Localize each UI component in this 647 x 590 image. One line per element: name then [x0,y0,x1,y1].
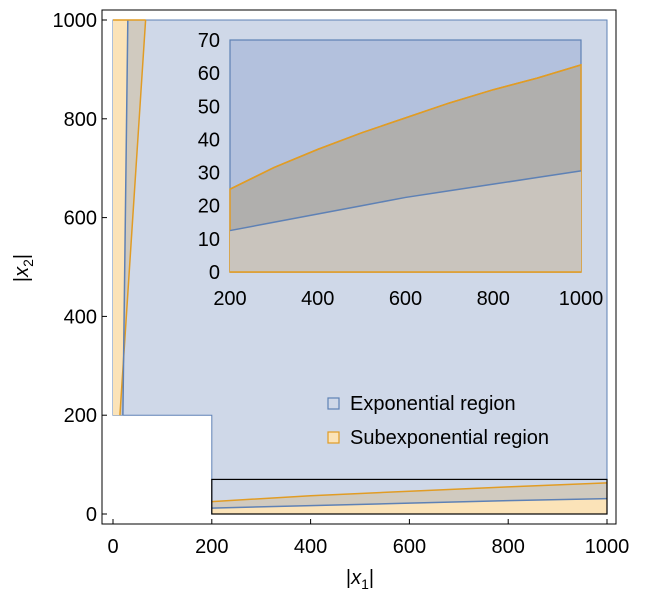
inset-y-tick-label: 60 [198,63,220,85]
y-axis-label: |x2| [11,254,36,282]
inset-subexponential-boundary [229,64,582,190]
inset-y-tick-label: 30 [198,163,220,185]
inset-x-tick-label: 800 [477,288,510,310]
y-tick-label: 0 [86,504,97,526]
y-tick-label: 200 [64,405,97,427]
inset-y-tick-label: 0 [209,262,220,284]
inset-below-exponential-area [230,170,581,272]
x-tick-label: 0 [107,536,118,558]
inset-region-marker [211,478,608,515]
inset-y-tick-label: 10 [198,229,220,251]
x-tick-label: 200 [195,536,228,558]
inset-x-tick-label: 600 [389,288,422,310]
x-axis-label: |x1| [346,567,374,590]
legend-label: Exponential region [350,393,516,415]
exponential-boundary-vertical [122,19,129,416]
inset-y-tick-label: 50 [198,96,220,118]
overlap-band-horizontal [211,482,608,509]
y-tick-label: 800 [64,109,97,131]
legend-label: Subexponential region [350,427,549,449]
x-tick-label: 600 [393,536,426,558]
x-tick-label: 1000 [585,536,630,558]
inset-y-tick-label: 70 [198,30,220,52]
x-tick-label: 400 [294,536,327,558]
legend-swatch [327,397,340,410]
subexponential-boundary-horizontal [211,482,608,503]
inset-y-tick-label: 20 [198,196,220,218]
y-tick-label: 400 [64,306,97,328]
inset-x-tick-label: 200 [213,288,246,310]
legend-swatch [327,431,340,444]
y-tick-label: 600 [64,208,97,230]
x-tick-label: 800 [492,536,525,558]
y-tick-label: 1000 [53,10,98,32]
plot-frame [101,9,617,525]
inset-x-tick-label: 400 [301,288,334,310]
inset-y-tick-label: 40 [198,129,220,151]
inset-x-tick-label: 1000 [559,288,604,310]
inset-exponential-boundary [229,170,582,232]
exponential-boundary-horizontal [211,497,608,509]
